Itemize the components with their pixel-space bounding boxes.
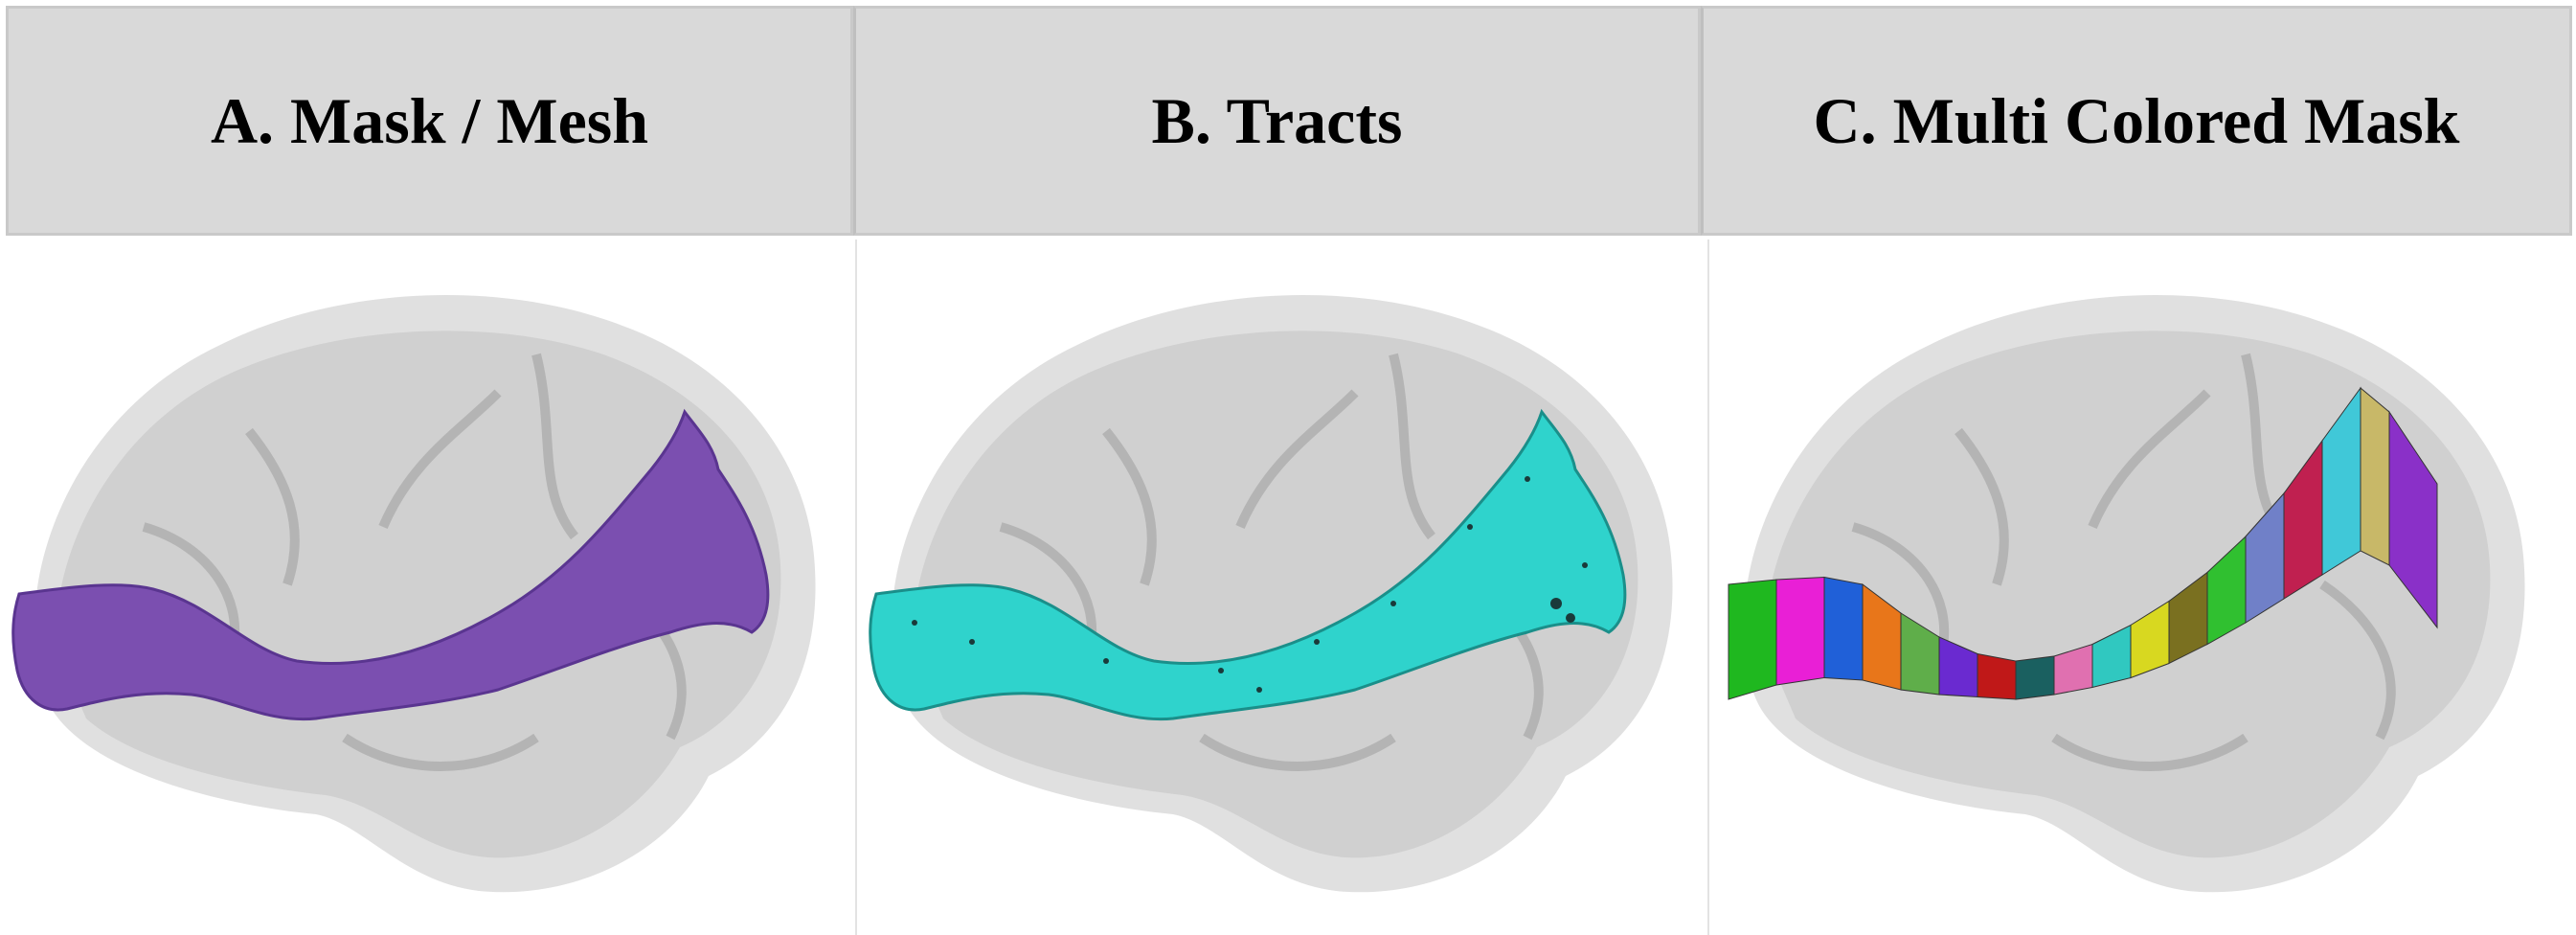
tract-endpoints xyxy=(912,476,1588,693)
panel-b-title: B. Tracts xyxy=(853,6,1701,236)
panel-c-brain-figure xyxy=(1728,294,2525,893)
panel-separator xyxy=(855,239,857,935)
image-area xyxy=(0,239,2576,935)
panel-a-brain-figure xyxy=(11,294,816,893)
tract-segment xyxy=(2388,410,2438,629)
tract-segment xyxy=(1775,576,1825,686)
tract-segment xyxy=(1977,652,2017,700)
tract-segment xyxy=(1728,579,1777,700)
tract-segment xyxy=(2015,655,2055,700)
tract-segment xyxy=(1823,576,1864,681)
brain-silhouette xyxy=(892,294,1673,893)
tract-segments xyxy=(1728,386,2438,700)
panel-separator xyxy=(1707,239,1709,935)
tract-segment xyxy=(2360,386,2390,566)
panel-c-title: C. Multi Colored Mask xyxy=(1701,6,2572,236)
brain-silhouette xyxy=(34,294,816,893)
tract-streamlines xyxy=(869,408,1627,721)
panel-b-brain-figure xyxy=(869,294,1673,893)
tract-mask xyxy=(11,408,770,721)
panel-header-row: A. Mask / Mesh B. Tracts C. Multi Colore… xyxy=(6,6,2572,236)
panel-a-title: A. Mask / Mesh xyxy=(6,6,853,236)
